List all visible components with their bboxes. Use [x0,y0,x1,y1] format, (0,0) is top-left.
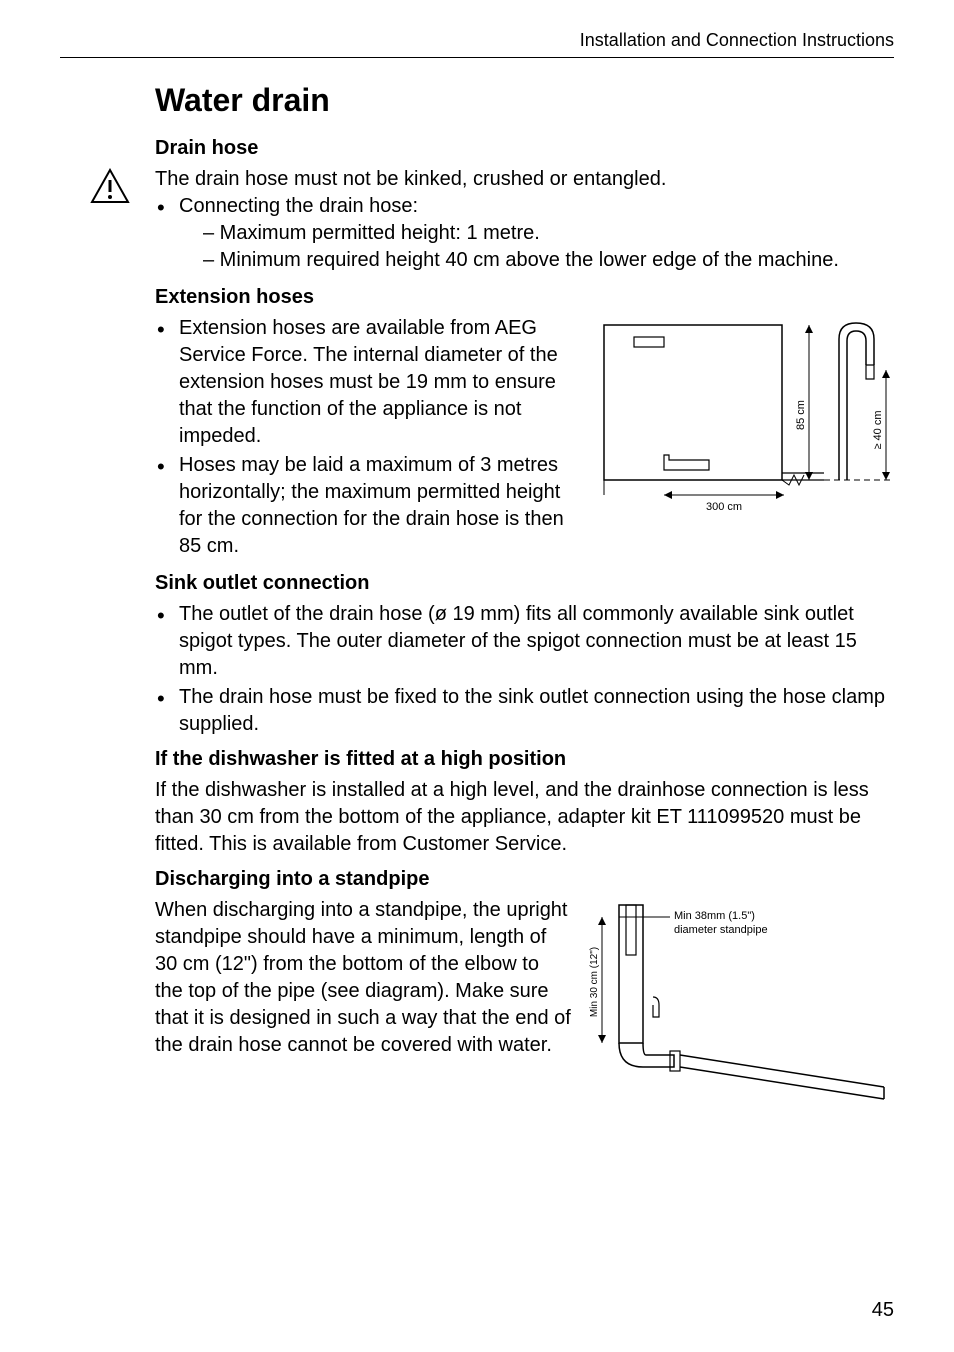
header-title: Installation and Connection Instructions [580,30,894,50]
label-85: 85 cm [795,400,807,430]
page-header: Installation and Connection Instructions [60,30,894,58]
drain-sub2: – Minimum required height 40 cm above th… [179,247,894,274]
standpipe-text: When discharging into a standpipe, the u… [155,897,572,1059]
highpos-title: If the dishwasher is fitted at a high po… [155,748,894,771]
label-38mm-b: diameter standpipe [674,924,768,936]
sink-title: Sink outlet connection [155,572,894,595]
drain-sub1: – Maximum permitted height: 1 metre. [179,220,894,247]
label-38mm: Min 38mm (1.5") [674,910,755,922]
drain-bullet: Connecting the drain hose: – Maximum per… [155,193,894,274]
page-number: 45 [872,1299,894,1322]
standpipe-title: Discharging into a standpipe [155,868,894,891]
drain-hose-title: Drain hose [155,137,894,160]
main-heading: Water drain [155,82,894,119]
label-40: ≥ 40 cm [872,410,884,449]
drain-diagram: 85 cm ≥ 40 cm 300 cm [594,315,894,545]
label-300: 300 cm [706,501,742,513]
ext-bullet2: Hoses may be laid a maximum of 3 metres … [155,452,582,560]
sink-bullet1: The outlet of the drain hose (ø 19 mm) f… [155,601,894,682]
ext-bullet1: Extension hoses are available from AEG S… [155,315,582,450]
standpipe-diagram: Min 30 cm (12") Min 38mm (1.5") diameter… [584,897,894,1117]
sink-bullet2: The drain hose must be fixed to the sink… [155,684,894,738]
label-30cm: Min 30 cm (12") [589,947,600,1017]
highpos-text: If the dishwasher is installed at a high… [155,777,894,858]
drain-bullet-text: Connecting the drain hose: [179,195,418,217]
extension-title: Extension hoses [155,286,894,309]
warning-icon [90,168,130,209]
warning-text: The drain hose must not be kinked, crush… [155,166,894,193]
